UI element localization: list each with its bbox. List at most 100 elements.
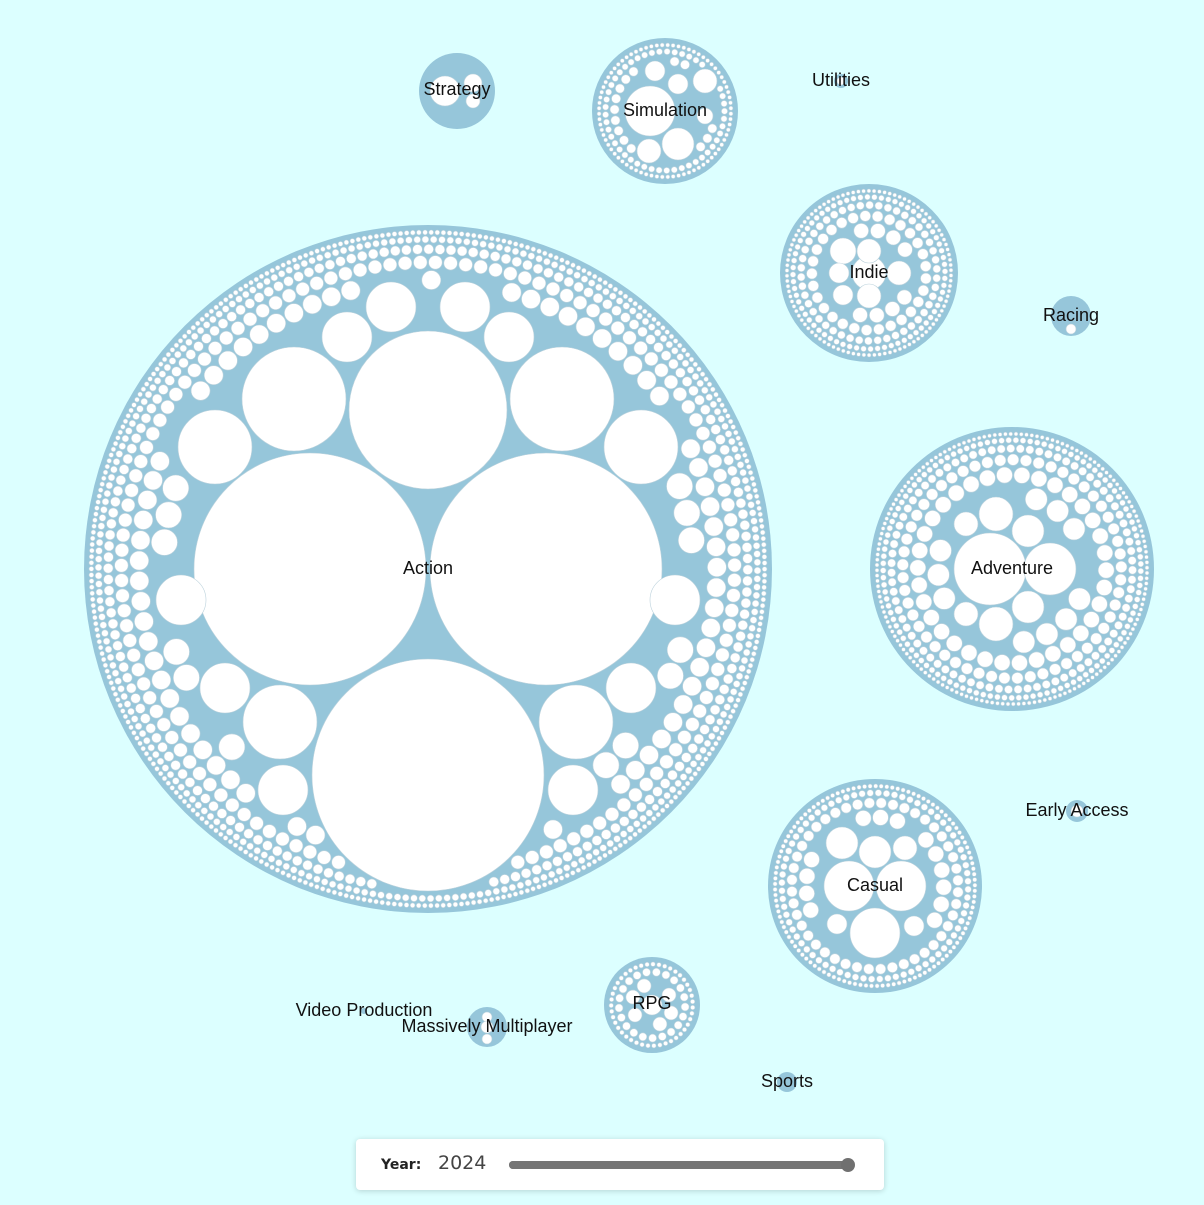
game-bubble-adventure-422[interactable]	[1096, 544, 1114, 562]
game-bubble-action-652[interactable]	[103, 585, 115, 596]
game-bubble-casual-181[interactable]	[874, 789, 883, 797]
game-bubble-action-368[interactable]	[721, 422, 729, 431]
game-bubble-adventure-411[interactable]	[949, 656, 962, 669]
game-bubble-simulation-130[interactable]	[619, 135, 629, 146]
game-bubble-action-464[interactable]	[297, 869, 306, 877]
game-bubble-action-861[interactable]	[654, 363, 669, 378]
game-bubble-action-60[interactable]	[676, 789, 683, 796]
game-bubble-action-288[interactable]	[477, 233, 483, 240]
game-bubble-adventure-216[interactable]	[1015, 694, 1022, 701]
game-bubble-action-897[interactable]	[566, 831, 581, 846]
game-bubble-action-617[interactable]	[334, 870, 345, 882]
game-bubble-action-971[interactable]	[612, 732, 640, 759]
game-bubble-action-870[interactable]	[717, 483, 732, 498]
game-bubble-indie-185[interactable]	[900, 211, 909, 220]
game-bubble-action-725[interactable]	[675, 367, 686, 378]
game-bubble-indie-97[interactable]	[802, 219, 807, 225]
game-bubble-casual-207[interactable]	[928, 939, 940, 951]
game-bubble-action-722[interactable]	[653, 342, 664, 353]
game-bubble-indie-11[interactable]	[856, 189, 861, 194]
game-bubble-action-589[interactable]	[550, 261, 559, 269]
game-bubble-simulation-19[interactable]	[596, 111, 602, 117]
game-bubble-casual-238[interactable]	[798, 885, 815, 902]
game-bubble-simulation-21[interactable]	[597, 100, 602, 106]
game-bubble-adventure-368[interactable]	[898, 545, 911, 558]
game-bubble-adventure-15[interactable]	[951, 444, 957, 450]
game-bubble-action-101[interactable]	[458, 901, 465, 907]
game-bubble-rpg-63[interactable]	[673, 1020, 683, 1030]
game-bubble-casual-150[interactable]	[828, 965, 837, 973]
game-bubble-casual-180[interactable]	[866, 789, 874, 797]
game-bubble-action-648[interactable]	[109, 629, 121, 640]
game-bubble-adventure-347[interactable]	[1114, 621, 1123, 630]
game-bubble-casual-141[interactable]	[900, 970, 908, 979]
game-bubble-action-139[interactable]	[237, 845, 244, 852]
game-bubble-adventure-455[interactable]	[927, 563, 950, 587]
game-bubble-action-352[interactable]	[751, 481, 757, 488]
game-bubble-action-690[interactable]	[324, 259, 336, 270]
game-bubble-action-855[interactable]	[585, 303, 601, 318]
game-bubble-action-842[interactable]	[398, 256, 413, 271]
game-bubble-simulation-123[interactable]	[648, 49, 656, 57]
game-bubble-adventure-88[interactable]	[1098, 668, 1103, 673]
game-bubble-indie-69[interactable]	[831, 344, 836, 350]
game-bubble-action-190[interactable]	[89, 584, 95, 590]
game-bubble-casual-229[interactable]	[810, 821, 822, 833]
game-bubble-action-244[interactable]	[223, 297, 229, 303]
game-bubble-simulation-5[interactable]	[667, 73, 689, 95]
game-bubble-adventure-285[interactable]	[975, 680, 985, 690]
game-bubble-simulation-34[interactable]	[638, 47, 644, 52]
game-bubble-action-138[interactable]	[243, 849, 249, 855]
game-bubble-action-658[interactable]	[106, 518, 117, 529]
game-bubble-action-515[interactable]	[96, 530, 105, 539]
game-bubble-adventure-44[interactable]	[1096, 463, 1101, 468]
game-bubble-adventure-348[interactable]	[1109, 629, 1119, 638]
game-bubble-action-365[interactable]	[761, 560, 768, 566]
game-bubble-casual-220[interactable]	[796, 920, 808, 932]
game-bubble-adventure-391[interactable]	[1111, 535, 1124, 548]
game-bubble-casual-139[interactable]	[914, 964, 923, 972]
game-bubble-adventure-233[interactable]	[908, 646, 915, 654]
game-bubble-simulation-95[interactable]	[698, 154, 706, 161]
game-bubble-action-877[interactable]	[726, 588, 741, 603]
game-bubble-adventure-370[interactable]	[905, 520, 918, 533]
game-bubble-casual-170[interactable]	[797, 826, 805, 834]
cluster-bubble-video-production[interactable]	[361, 1008, 367, 1014]
game-bubble-adventure-296[interactable]	[898, 614, 907, 624]
game-bubble-adventure-136[interactable]	[885, 619, 890, 625]
game-bubble-rpg-7[interactable]	[609, 996, 615, 1002]
game-bubble-action-965[interactable]	[162, 474, 190, 502]
game-bubble-indie-9[interactable]	[845, 191, 851, 196]
game-bubble-adventure-355[interactable]	[1059, 673, 1069, 682]
cluster-bubble-sports[interactable]	[777, 1072, 797, 1092]
game-bubble-action-19[interactable]	[547, 764, 599, 816]
game-bubble-action-64[interactable]	[659, 807, 666, 813]
game-bubble-action-713[interactable]	[573, 281, 584, 293]
game-bubble-rpg-4[interactable]	[610, 1014, 616, 1020]
game-bubble-simulation-53[interactable]	[724, 84, 729, 90]
game-bubble-casual-117[interactable]	[781, 924, 787, 930]
game-bubble-indie-47[interactable]	[934, 317, 939, 322]
game-bubble-action-358[interactable]	[758, 517, 764, 524]
game-bubble-action-487[interactable]	[152, 750, 160, 759]
game-bubble-action-945[interactable]	[134, 611, 154, 632]
game-bubble-casual-137[interactable]	[928, 955, 936, 964]
game-bubble-action-213[interactable]	[110, 446, 117, 452]
game-bubble-action-175[interactable]	[106, 674, 112, 680]
game-bubble-casual-94[interactable]	[885, 982, 891, 988]
game-bubble-action-651[interactable]	[104, 596, 116, 607]
game-bubble-adventure-397[interactable]	[1104, 610, 1117, 623]
game-bubble-adventure-149[interactable]	[875, 552, 880, 557]
game-bubble-indie-62[interactable]	[866, 352, 872, 358]
game-bubble-action-208[interactable]	[101, 475, 107, 481]
game-bubble-action-240[interactable]	[204, 312, 210, 318]
game-bubble-simulation-94[interactable]	[704, 149, 711, 156]
game-bubble-action-136[interactable]	[253, 855, 259, 862]
game-bubble-adventure-26[interactable]	[1008, 431, 1013, 437]
game-bubble-action-526[interactable]	[118, 442, 127, 450]
game-bubble-casual-74[interactable]	[967, 915, 973, 921]
game-bubble-action-614[interactable]	[705, 393, 713, 401]
game-bubble-casual-185[interactable]	[906, 796, 914, 804]
game-bubble-adventure-19[interactable]	[971, 437, 977, 442]
game-bubble-action-834[interactable]	[281, 288, 297, 303]
